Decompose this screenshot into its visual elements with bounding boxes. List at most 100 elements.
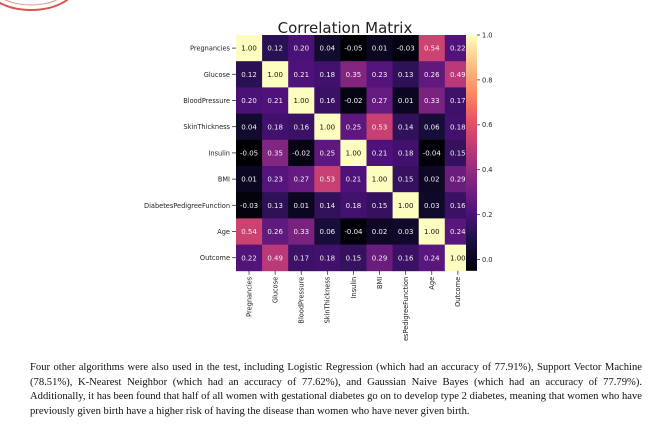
colorbar-tick-label: 0.4 [482, 166, 493, 174]
cell-value-label: 0.06 [320, 228, 336, 236]
heatmap-cell [288, 218, 315, 245]
heatmap-cell [366, 192, 393, 219]
logo-seal [0, 0, 69, 11]
cell-value-label: 0.18 [320, 71, 336, 79]
heatmap-cell [340, 139, 367, 167]
heatmap-cell [418, 139, 446, 167]
x-tick-label: Glucose [272, 277, 280, 303]
heatmap-cell [262, 139, 289, 167]
heatmap-cell [418, 192, 446, 219]
heatmap-cell [392, 218, 420, 245]
heatmap-cell [340, 35, 367, 62]
heatmap-cell [392, 244, 420, 272]
cell-value-label: 0.03 [424, 202, 440, 210]
cell-value-label: -0.03 [240, 202, 258, 210]
x-tick-label: Pregnancies [245, 276, 253, 317]
heatmap-cell [262, 35, 289, 62]
cell-value-label: 0.24 [424, 254, 440, 262]
heatmap-cell [340, 87, 367, 114]
cell-value-label: 1.00 [450, 254, 466, 262]
heatmap-cell [288, 139, 315, 167]
cell-value-label: 0.01 [398, 97, 414, 105]
heatmap-cell [418, 87, 446, 114]
heatmap-cell [262, 113, 289, 141]
colorbar-tick-label: 1.0 [482, 31, 493, 39]
cell-value-label: -0.03 [397, 45, 415, 53]
heatmap-cell [366, 61, 393, 88]
heatmap-cell [314, 35, 341, 62]
heatmap-cell [340, 61, 367, 88]
cell-value-label: -0.05 [344, 45, 362, 53]
cell-value-label: -0.04 [423, 150, 442, 158]
cell-value-label: 0.14 [398, 123, 414, 131]
heatmap-cell [236, 166, 263, 193]
y-tick-label: SkinThickness [183, 123, 230, 131]
heatmap-cell [288, 113, 315, 141]
body-paragraph: Four other algorithms were also used in … [30, 362, 642, 417]
cell-value-label: 0.29 [450, 176, 466, 184]
heatmap-cell [236, 244, 263, 272]
heatmap-cell [236, 87, 263, 114]
y-tick-label: Outcome [200, 254, 230, 262]
cell-value-label: 0.13 [398, 71, 414, 79]
heatmap-cell [366, 113, 393, 141]
heatmap-cell [288, 192, 315, 219]
cell-value-label: 0.15 [372, 202, 388, 210]
x-tick-label: BloodPressure [298, 277, 306, 324]
correlation-heatmap: Correlation Matrix 1.00 0.12 0.20 0.04 -0.05… [144, 19, 493, 341]
cell-value-label: 0.20 [293, 45, 309, 53]
chart-title: Correlation Matrix [278, 19, 413, 37]
cell-value-label: -0.02 [344, 97, 362, 105]
cell-value-label: 1.00 [398, 202, 414, 210]
cell-value-label: 0.21 [372, 150, 388, 158]
cell-value-label: 0.33 [424, 97, 440, 105]
colorbar-tick-label: 0.2 [482, 211, 493, 219]
cell-value-label: 0.12 [267, 45, 283, 53]
cell-value-label: 0.04 [241, 123, 257, 131]
heatmap-cell [392, 192, 420, 219]
heatmap-cell [262, 87, 289, 114]
heatmap-cell [262, 192, 289, 219]
cell-value-label: 0.16 [450, 202, 466, 210]
cell-value-label: 0.24 [450, 228, 466, 236]
cell-value-label: 0.29 [372, 254, 388, 262]
cell-value-label: 1.00 [372, 176, 388, 184]
cell-value-label: 0.03 [398, 228, 414, 236]
heatmap-cell [288, 35, 315, 62]
heatmap-cell [314, 87, 341, 114]
x-tick-label: Outcome [454, 277, 462, 307]
cell-value-label: 0.14 [320, 202, 336, 210]
heatmap-cell [288, 87, 315, 114]
cell-value-label: -0.02 [292, 150, 310, 158]
y-tick-label: Insulin [208, 149, 230, 157]
heatmap-cell [340, 218, 367, 245]
x-tick-label: SkinThickness [324, 276, 332, 323]
cell-value-label: 0.15 [346, 254, 362, 262]
cell-value-label: 0.49 [450, 71, 466, 79]
cell-value-label: 0.01 [372, 45, 388, 53]
cell-value-label: 0.33 [293, 228, 309, 236]
cell-value-label: 0.18 [346, 202, 362, 210]
cell-value-label: 0.16 [398, 254, 414, 262]
cell-value-label: 0.26 [267, 228, 283, 236]
heatmap-cell [418, 113, 446, 141]
heatmap-cell [262, 244, 289, 272]
cell-value-label: -0.05 [240, 150, 258, 158]
cell-value-label: 0.27 [372, 97, 388, 105]
heatmap-cell [236, 113, 263, 141]
cell-value-label: -0.04 [344, 228, 363, 236]
heatmap-cell [340, 113, 367, 141]
heatmap-cell [340, 244, 367, 272]
colorbar-tick-label: 0.0 [482, 256, 493, 264]
heatmap-cell [366, 35, 393, 62]
cell-value-label: 0.16 [320, 97, 336, 105]
heatmap-cell [314, 139, 341, 167]
cell-value-label: 0.53 [320, 176, 336, 184]
heatmap-cell [314, 113, 341, 141]
heatmap-cell [236, 218, 263, 245]
cell-value-label: 0.13 [267, 202, 283, 210]
colorbar-tick-label: 0.6 [482, 121, 493, 129]
cell-value-label: 0.35 [267, 150, 283, 158]
heatmap-cell [314, 61, 341, 88]
cell-value-label: 1.00 [267, 71, 283, 79]
